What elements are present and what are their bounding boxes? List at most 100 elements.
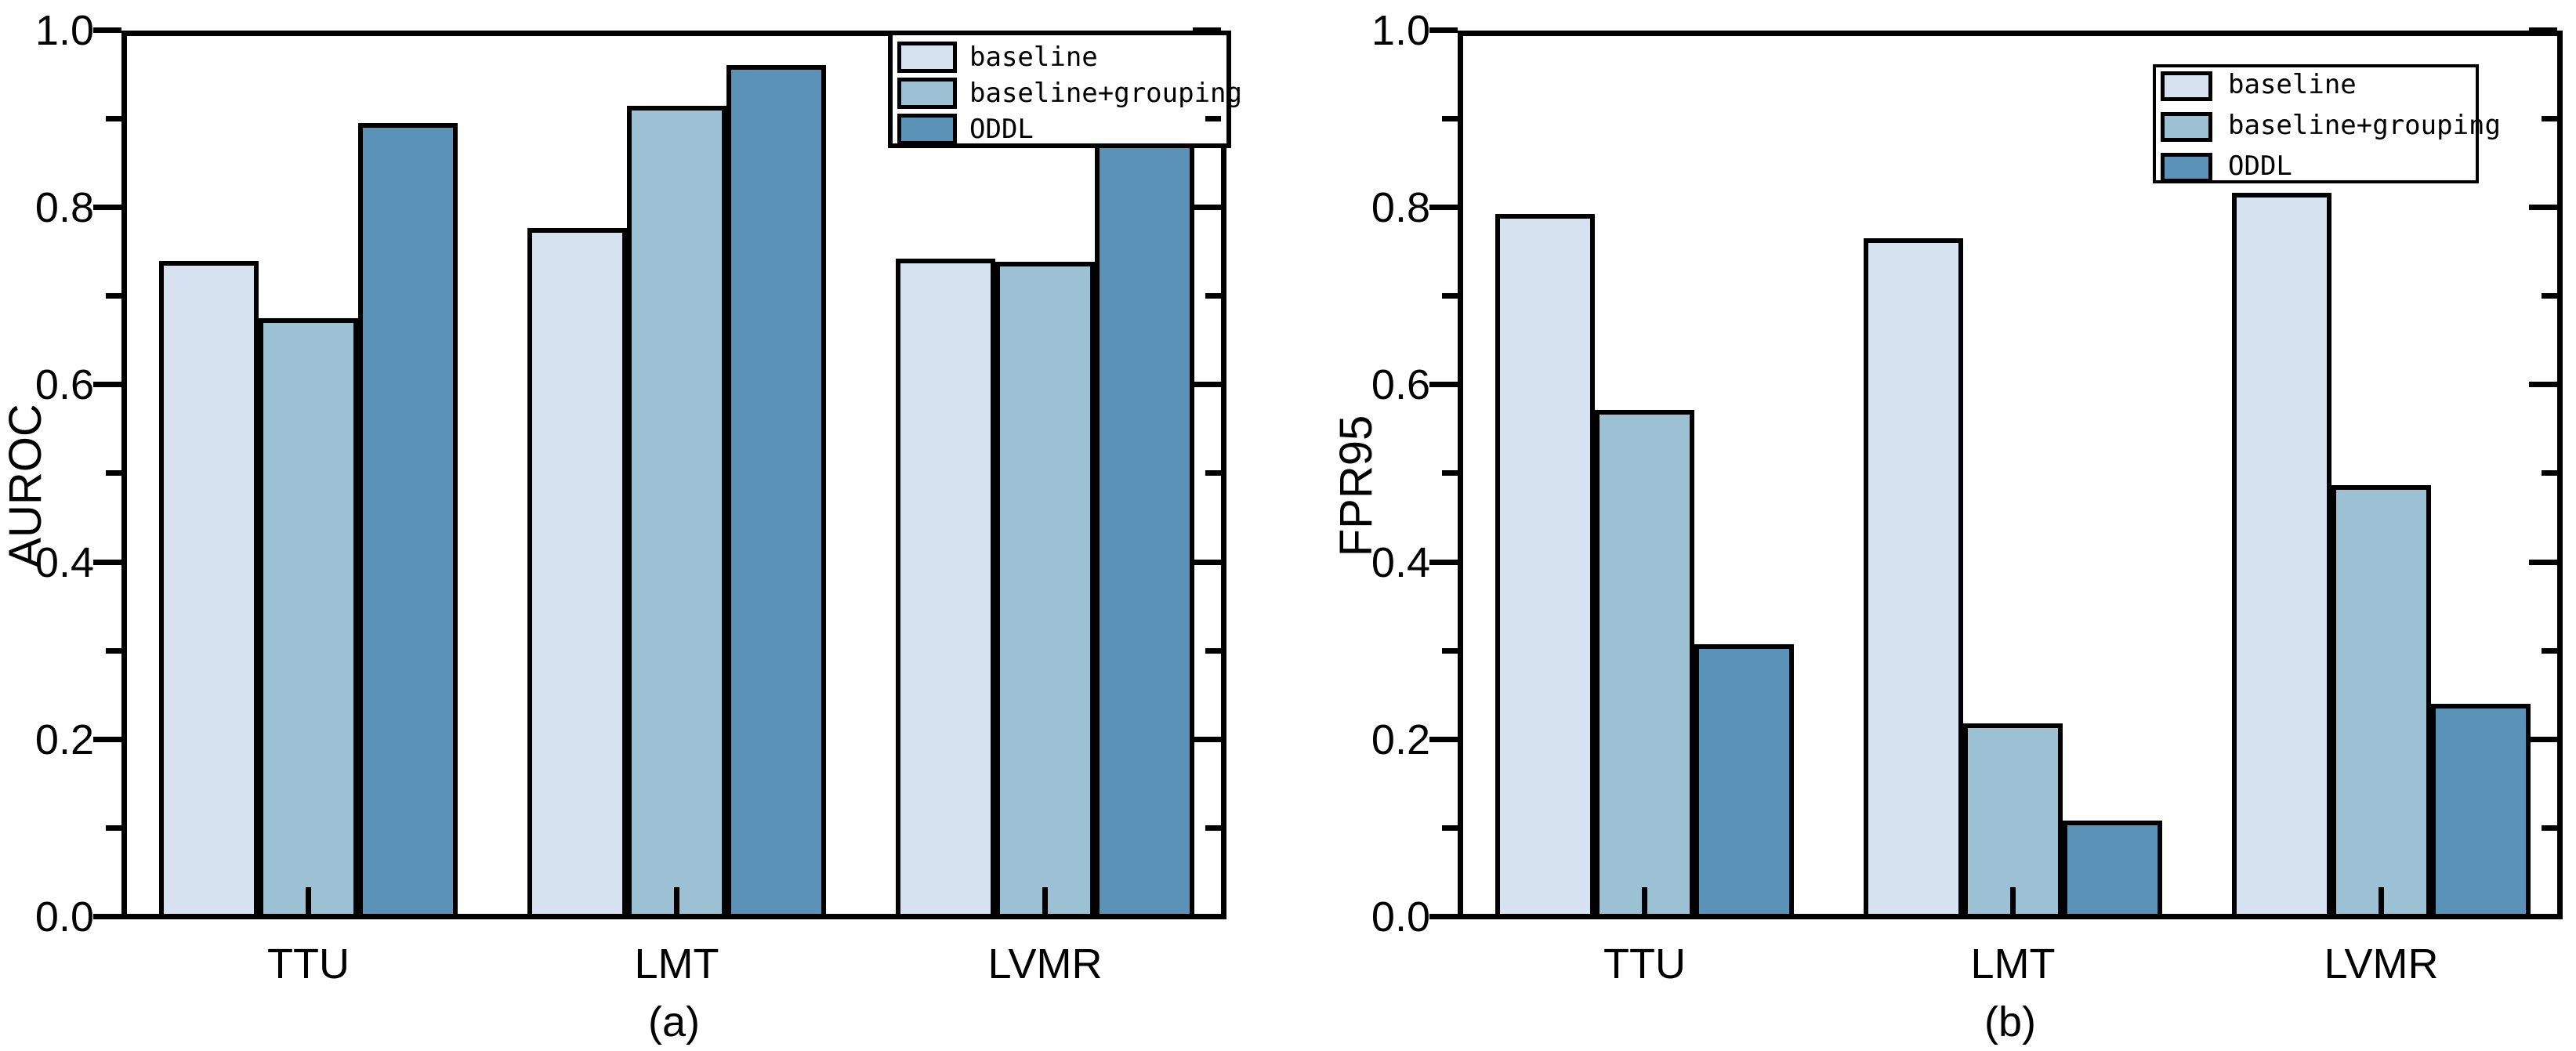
y-minor-tick	[106, 116, 121, 121]
y-major-tick-right-inner	[2529, 914, 2557, 919]
x-tick-LMT	[2010, 887, 2016, 914]
y-minor-tick-right-inner	[2542, 470, 2557, 476]
y-tick-label: 1.0	[1371, 6, 1430, 54]
y-major-tick	[1429, 382, 1458, 387]
legend-swatch-baseline	[897, 42, 957, 73]
y-major-tick-right-inner	[1193, 914, 1221, 919]
bar-baseline+grouping-LMT	[627, 106, 726, 914]
x-category-label-TTU: TTU	[267, 940, 350, 988]
legend-label-baseline+grouping: baseline+grouping	[969, 78, 1242, 109]
y-minor-tick-right-inner	[2542, 293, 2557, 299]
x-tick-TTU	[306, 887, 311, 914]
y-minor-tick	[106, 648, 121, 654]
bar-baseline+grouping-LMT	[1963, 723, 2063, 914]
y-minor-tick-right-inner	[1205, 648, 1221, 654]
y-major-tick	[1429, 205, 1458, 210]
y-minor-tick-right-inner	[1205, 470, 1221, 476]
y-minor-tick	[1442, 293, 1458, 299]
legend-fpr95: baseline baseline+grouping ODDL	[2153, 64, 2501, 183]
y-tick-label: 0.0	[34, 893, 94, 940]
y-major-tick-right-inner	[2529, 27, 2557, 33]
y-major-tick-right-inner	[1193, 737, 1221, 742]
y-major-tick-right-inner	[1193, 205, 1221, 210]
y-tick-label: 0.2	[1371, 716, 1430, 763]
y-minor-tick-right-inner	[1205, 293, 1221, 299]
legend-label-ODDL: ODDL	[2228, 150, 2292, 182]
y-major-tick	[93, 27, 121, 33]
x-tick-LVMR	[1042, 887, 1048, 914]
legend-swatch-ODDL	[2161, 153, 2212, 183]
x-category-label-LVMR: LVMR	[987, 940, 1103, 988]
y-minor-tick-right-inner	[2542, 825, 2557, 831]
x-category-label-LMT: LMT	[1970, 940, 2056, 988]
y-minor-tick	[1442, 116, 1458, 121]
y-major-tick-right-inner	[1193, 382, 1221, 387]
bar-ODDL-LVMR	[1095, 140, 1194, 914]
y-minor-tick	[1442, 470, 1458, 476]
y-axis-label-fpr95: FPR95	[1331, 415, 1382, 557]
y-major-tick	[93, 737, 121, 742]
bar-baseline+grouping-LVMR	[2331, 485, 2431, 914]
y-major-tick-right-inner	[2529, 205, 2557, 210]
y-tick-label: 0.4	[1371, 538, 1430, 586]
y-major-tick	[93, 205, 121, 210]
bar-ODDL-LMT	[2063, 821, 2162, 914]
y-major-tick-right-inner	[2529, 560, 2557, 565]
caption-a: (a)	[648, 998, 700, 1046]
y-tick-label: 0.8	[34, 183, 94, 231]
legend-label-baseline: baseline	[2228, 69, 2357, 100]
y-tick-label: 1.0	[34, 6, 94, 54]
legend-swatch-baseline+grouping	[2161, 112, 2212, 142]
y-tick-label: 0.6	[34, 361, 94, 408]
y-minor-tick	[106, 825, 121, 831]
x-category-label-LVMR: LVMR	[2324, 940, 2439, 988]
y-minor-tick-right-inner	[1205, 825, 1221, 831]
bar-baseline+grouping-LVMR	[995, 262, 1095, 914]
bar-baseline+grouping-TTU	[259, 318, 358, 914]
y-minor-tick-right-inner	[2542, 648, 2557, 654]
y-major-tick	[93, 560, 121, 565]
plot-area-auroc	[121, 31, 1226, 919]
y-minor-tick	[106, 470, 121, 476]
legend-swatch-ODDL	[897, 114, 957, 145]
legend-swatch-baseline	[2161, 71, 2212, 101]
x-category-label-TTU: TTU	[1603, 940, 1686, 988]
y-major-tick	[1429, 560, 1458, 565]
y-minor-tick	[1442, 825, 1458, 831]
plot-area-fpr95	[1458, 31, 2563, 919]
y-major-tick-right-inner	[1193, 560, 1221, 565]
y-major-tick	[1429, 914, 1458, 919]
y-minor-tick	[106, 293, 121, 299]
y-major-tick-right-inner	[1193, 27, 1221, 33]
bar-ODDL-LVMR	[2431, 704, 2531, 914]
y-minor-tick	[1442, 648, 1458, 654]
bar-baseline-LVMR	[2232, 193, 2331, 914]
y-major-tick	[93, 382, 121, 387]
bar-ODDL-TTU	[358, 123, 458, 914]
bar-ODDL-LMT	[726, 65, 826, 914]
y-minor-tick-right-inner	[1205, 116, 1221, 121]
bar-baseline+grouping-TTU	[1595, 410, 1694, 914]
x-tick-TTU	[1642, 887, 1647, 914]
y-major-tick	[93, 914, 121, 919]
legend-label-ODDL: ODDL	[969, 114, 1034, 145]
y-tick-label: 0.8	[1371, 183, 1430, 231]
y-minor-tick-right-inner	[2542, 116, 2557, 121]
y-tick-label: 0.6	[1371, 361, 1430, 408]
y-major-tick	[1429, 27, 1458, 33]
y-tick-label: 0.4	[34, 538, 94, 586]
y-major-tick	[1429, 737, 1458, 742]
bar-baseline-TTU	[159, 261, 259, 914]
x-tick-LVMR	[2379, 887, 2384, 914]
y-major-tick-right-inner	[2529, 737, 2557, 742]
x-tick-LMT	[674, 887, 679, 914]
legend-swatch-baseline+grouping	[897, 78, 957, 109]
legend-label-baseline+grouping: baseline+grouping	[2228, 110, 2501, 141]
bar-baseline-LVMR	[896, 259, 995, 914]
bar-baseline-LMT	[527, 228, 627, 914]
y-tick-label: 0.0	[1371, 893, 1430, 940]
bar-baseline-LMT	[1864, 238, 1963, 914]
